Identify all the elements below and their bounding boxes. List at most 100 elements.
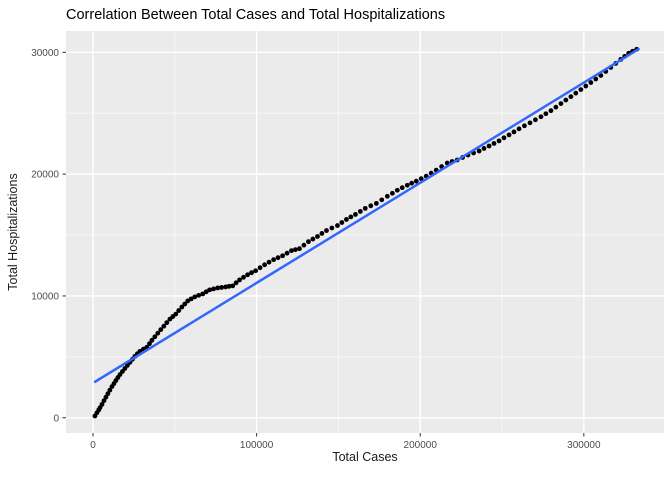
scatter-point <box>310 236 316 242</box>
scatter-point <box>101 398 107 404</box>
scatter-point <box>335 223 340 228</box>
scatter-point <box>99 401 105 407</box>
scatter-point <box>237 277 242 283</box>
scatter-point <box>192 294 198 300</box>
scatter-point <box>161 323 167 329</box>
scatter-point <box>384 193 390 199</box>
regression-line <box>93 47 640 384</box>
scatter-point <box>413 178 419 184</box>
scatter-point <box>262 262 268 268</box>
scatter-point <box>362 205 368 211</box>
scatter-point <box>306 239 311 245</box>
scatter-point <box>418 176 424 182</box>
scatter-point <box>149 337 155 343</box>
scatter-point <box>373 200 379 206</box>
scatter-point <box>226 283 232 289</box>
scatter-point <box>324 228 329 233</box>
scatter-point <box>379 197 385 203</box>
scatter-point <box>147 341 152 347</box>
scatter-point <box>583 83 589 89</box>
scatter-point <box>353 212 358 217</box>
x-tick-label: 300000 <box>567 440 601 451</box>
y-tick-label: 10000 <box>31 291 59 302</box>
scatter-point <box>249 270 254 276</box>
scatter-point <box>103 394 109 400</box>
scatter-point <box>481 146 487 151</box>
scatter-point <box>266 259 272 265</box>
panel-background <box>66 31 664 433</box>
scatter-point <box>527 120 533 126</box>
y-tick-label: 0 <box>53 413 59 424</box>
scatter-point <box>188 296 194 302</box>
y-tick-label: 20000 <box>31 170 59 181</box>
scatter-point <box>275 255 281 261</box>
scatter-point <box>538 114 544 120</box>
scatter-point <box>297 246 302 252</box>
scatter-point <box>158 327 164 333</box>
scatter-point <box>241 274 246 280</box>
scatter-point <box>329 225 335 231</box>
scatter-point <box>563 97 569 103</box>
scatter-point <box>292 247 298 253</box>
scatter-point <box>506 132 512 138</box>
scatter-point <box>253 268 259 274</box>
scatter-point <box>173 311 179 317</box>
scatter-point <box>516 126 522 132</box>
x-tick-label: 200000 <box>404 440 438 451</box>
scatter-point <box>219 285 224 290</box>
scatter-point <box>245 272 251 278</box>
scatter-point <box>344 217 349 222</box>
x-axis-title: Total Cases <box>332 450 398 464</box>
scatter-point <box>348 214 354 220</box>
scatter-point <box>271 257 277 263</box>
scatter-point <box>522 123 527 129</box>
scatter-point <box>588 80 594 85</box>
scatter-point <box>179 304 185 310</box>
scatter-point <box>315 234 320 239</box>
scatter-point <box>593 76 599 82</box>
scatter-point <box>230 283 236 289</box>
scatter-point <box>511 129 517 135</box>
scatter-point <box>568 94 574 100</box>
scatter-point <box>496 138 502 144</box>
scatter-point <box>573 90 579 96</box>
scatter-point <box>105 391 111 397</box>
scatter-point <box>399 185 405 191</box>
scatter-point <box>404 182 410 188</box>
scatter-point <box>533 117 538 123</box>
scatter-point <box>182 301 188 307</box>
scatter-point <box>152 334 158 340</box>
scatter-point <box>211 286 216 292</box>
scatter-point <box>301 242 307 248</box>
scatter-point <box>196 292 202 298</box>
scatter-point <box>409 180 415 186</box>
scatter-point <box>486 143 492 149</box>
x-tick-label: 100000 <box>240 440 274 451</box>
scatter-point <box>491 141 497 146</box>
scatter-point <box>207 287 213 293</box>
scatter-point <box>357 209 363 214</box>
y-axis-title: Total Hospitalizations <box>6 173 20 291</box>
scatter-point <box>176 308 182 313</box>
scatter-point <box>476 148 482 154</box>
scatter-point <box>164 320 170 326</box>
x-tick-label: 0 <box>90 440 96 451</box>
y-tick-label: 30000 <box>31 48 59 59</box>
scatter-point <box>257 265 263 271</box>
scatter-point <box>553 104 559 110</box>
scatter-point <box>394 187 400 193</box>
scatter-point <box>558 101 564 107</box>
scatter-point <box>543 111 549 117</box>
scatter-point <box>107 387 113 393</box>
scatter-point <box>368 203 374 209</box>
scatter-point <box>284 250 290 256</box>
scatter-point <box>155 330 161 336</box>
scatter-point <box>548 108 554 114</box>
scatter-point <box>289 248 294 254</box>
scatter-point <box>280 253 286 259</box>
chart-title: Correlation Between Total Cases and Tota… <box>66 7 446 23</box>
scatter-point <box>390 190 395 196</box>
scatter-point <box>339 220 345 225</box>
